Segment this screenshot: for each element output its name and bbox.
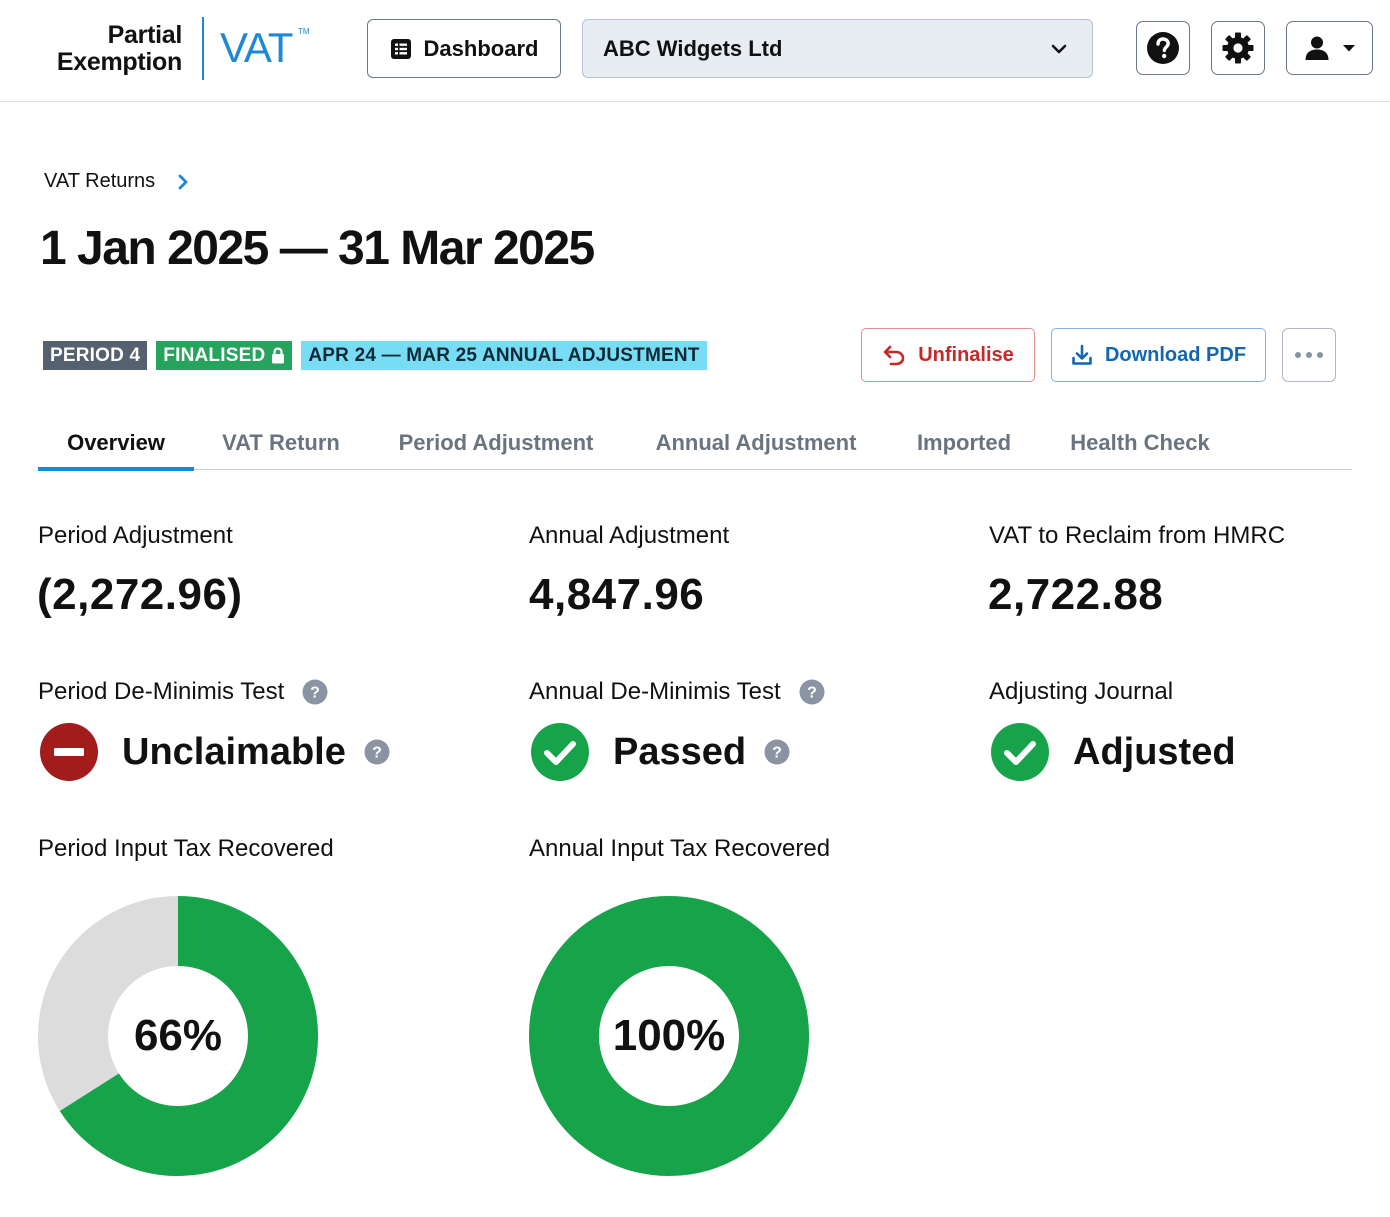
annual-recovered-donut: 100% — [529, 896, 809, 1176]
vat-reclaim-label: VAT to Reclaim from HMRC — [989, 522, 1286, 549]
download-pdf-button[interactable]: Download PDF — [1051, 328, 1266, 382]
tab-imported[interactable]: Imported — [916, 430, 1012, 455]
tab-bar: Overview VAT Return Period Adjustment An… — [38, 416, 1352, 471]
user-icon — [1304, 35, 1330, 61]
annual-deminimis-label: Annual De-Minimis Test ? — [529, 678, 825, 706]
check-circle-icon — [531, 723, 589, 781]
settings-button[interactable] — [1211, 21, 1265, 75]
help-circle-icon[interactable]: ? — [364, 739, 390, 765]
more-actions-button[interactable] — [1282, 328, 1336, 382]
period-recovered-label: Period Input Tax Recovered — [38, 835, 334, 862]
breadcrumb-vat-returns[interactable]: VAT Returns — [44, 170, 156, 192]
tab-period-adjustment[interactable]: Period Adjustment — [398, 430, 594, 455]
top-bar: Partial Exemption VAT TM Dashboard ABC W… — [0, 0, 1390, 102]
help-circle-icon[interactable]: ? — [799, 679, 825, 705]
donut-arc — [529, 896, 809, 1176]
lock-icon — [271, 347, 285, 364]
help-icon — [1146, 31, 1180, 65]
chevron-right-icon — [177, 174, 189, 190]
user-menu-button[interactable] — [1286, 21, 1373, 75]
chevron-down-icon — [1050, 38, 1068, 64]
donut-arc — [59, 896, 318, 1176]
annual-adjustment-label: Annual Adjustment — [529, 522, 730, 549]
svg-text:?: ? — [772, 745, 782, 762]
tab-health-check[interactable]: Health Check — [1070, 430, 1210, 455]
adjusting-journal-value: Adjusted — [1073, 730, 1236, 773]
unfinalise-label: Unfinalise — [918, 343, 1014, 366]
page-title: 1 Jan 2025 — 31 Mar 2025 — [40, 222, 595, 275]
dashboard-label: Dashboard — [423, 35, 539, 61]
check-circle-icon — [991, 723, 1049, 781]
vat-reclaim-value: 2,722.88 — [988, 570, 1164, 619]
adjusting-journal-label: Adjusting Journal — [989, 678, 1174, 705]
caret-down-icon — [1342, 43, 1356, 53]
svg-text:?: ? — [372, 745, 382, 762]
period-deminimis-status: Unclaimable ? — [40, 723, 390, 781]
annual-recovered-label: Annual Input Tax Recovered — [529, 835, 831, 862]
organisation-name: ABC Widgets Ltd — [603, 35, 783, 61]
download-icon — [1071, 344, 1093, 366]
adjusting-journal-status: Adjusted — [991, 723, 1236, 781]
period-badge: PERIOD 4 — [43, 341, 148, 370]
annual-deminimis-status: Passed ? — [531, 723, 790, 781]
svg-text:?: ? — [310, 685, 320, 702]
unfinalise-button[interactable]: Unfinalise — [861, 328, 1035, 382]
annual-adjustment-value: 4,847.96 — [529, 570, 705, 619]
breadcrumb: VAT Returns — [44, 170, 189, 193]
tab-overview[interactable]: Overview — [38, 416, 194, 471]
dashboard-button[interactable]: Dashboard — [367, 19, 561, 78]
download-pdf-label: Download PDF — [1104, 343, 1247, 366]
period-adjustment-value: (2,272.96) — [37, 570, 243, 619]
logo-divider — [202, 17, 204, 80]
annual-recovered-percent: 100% — [612, 1011, 726, 1060]
help-circle-icon[interactable]: ? — [764, 739, 790, 765]
logo-text: Partial Exemption — [56, 21, 182, 76]
tab-annual-adjustment[interactable]: Annual Adjustment — [655, 430, 857, 455]
svg-text:?: ? — [807, 685, 817, 702]
period-deminimis-value: Unclaimable — [122, 730, 346, 773]
help-button[interactable] — [1136, 21, 1190, 75]
period-adjustment-label: Period Adjustment — [38, 522, 233, 549]
annual-deminimis-value: Passed — [613, 730, 747, 773]
help-circle-icon[interactable]: ? — [302, 679, 328, 705]
status-badges: PERIOD 4 FINALISED APR 24 — MAR 25 ANNUA… — [43, 341, 707, 370]
period-recovered-percent: 66% — [133, 1011, 223, 1060]
logo-trademark: TM — [298, 27, 310, 36]
dashboard-icon — [390, 38, 412, 60]
annual-adjustment-badge: APR 24 — MAR 25 ANNUAL ADJUSTMENT — [301, 341, 707, 370]
undo-icon — [882, 344, 906, 366]
period-recovered-donut: 66% — [38, 896, 318, 1176]
minus-circle-icon — [40, 723, 98, 781]
tab-vat-return[interactable]: VAT Return — [222, 430, 340, 455]
ellipsis-icon — [1294, 351, 1324, 359]
period-deminimis-label: Period De-Minimis Test ? — [38, 678, 328, 706]
logo-vat: VAT — [220, 24, 293, 71]
gear-icon — [1221, 31, 1255, 65]
finalised-badge: FINALISED — [156, 341, 293, 370]
organisation-select[interactable]: ABC Widgets Ltd — [582, 19, 1093, 78]
